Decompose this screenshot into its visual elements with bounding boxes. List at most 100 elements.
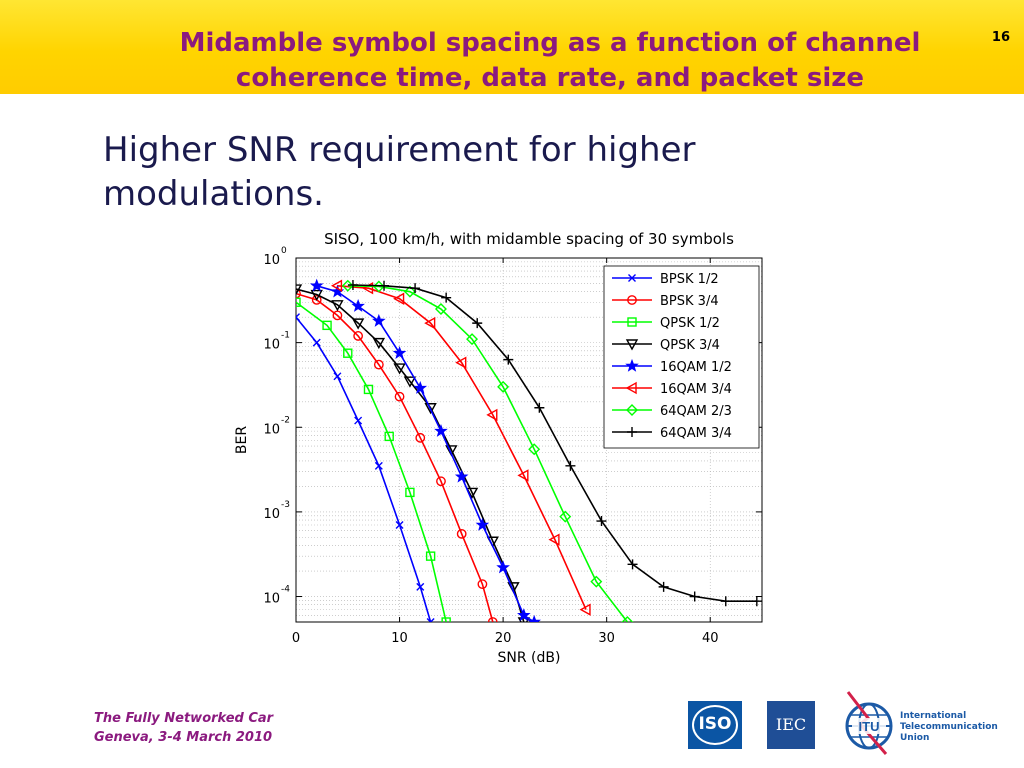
data-point bbox=[534, 402, 545, 413]
data-point bbox=[330, 279, 343, 292]
itu-name-line: Telecommunication bbox=[900, 722, 998, 732]
iso-logo: ISO bbox=[688, 701, 742, 749]
data-point bbox=[351, 298, 365, 312]
data-point bbox=[413, 380, 428, 394]
legend-item: BPSK 3/4 bbox=[612, 294, 719, 309]
plot-frame bbox=[295, 257, 763, 623]
legend-item: 64QAM 3/4 bbox=[612, 426, 732, 441]
series-line bbox=[296, 316, 432, 622]
data-point bbox=[477, 579, 488, 590]
data-point bbox=[415, 432, 426, 443]
y-axis-label: BER bbox=[234, 426, 250, 454]
data-point bbox=[559, 510, 572, 523]
data-point bbox=[374, 461, 383, 470]
data-point bbox=[405, 487, 415, 498]
y-tick-label: 10 bbox=[263, 507, 280, 522]
x-axis-label: SNR (dB) bbox=[498, 650, 561, 666]
data-point bbox=[373, 359, 384, 370]
data-point bbox=[393, 292, 405, 305]
series-bpsk-1-2 bbox=[296, 313, 435, 622]
data-point bbox=[296, 284, 303, 296]
series-line bbox=[347, 285, 629, 622]
series-line bbox=[296, 292, 494, 622]
data-point bbox=[503, 354, 514, 365]
data-point bbox=[517, 469, 529, 482]
data-point bbox=[354, 416, 363, 425]
x-tick-label: 30 bbox=[598, 631, 615, 646]
legend-item: BPSK 1/2 bbox=[612, 272, 719, 287]
chart-title: SISO, 100 km/h, with midamble spacing of… bbox=[324, 230, 734, 248]
data-point bbox=[436, 476, 446, 487]
data-point bbox=[528, 443, 541, 456]
data-point bbox=[392, 346, 407, 359]
series-line bbox=[296, 288, 525, 622]
series-64qam-2-3 bbox=[341, 279, 634, 622]
data-point bbox=[393, 363, 406, 375]
data-point bbox=[689, 591, 700, 602]
data-point bbox=[426, 618, 435, 622]
data-point bbox=[341, 279, 354, 292]
data-point bbox=[312, 338, 321, 347]
data-point bbox=[527, 614, 541, 622]
plot-series bbox=[296, 278, 762, 622]
legend-label: BPSK 3/4 bbox=[660, 294, 719, 309]
data-point bbox=[579, 603, 591, 616]
data-point bbox=[425, 551, 436, 561]
data-point bbox=[627, 559, 638, 570]
data-point bbox=[353, 331, 364, 341]
data-point bbox=[403, 376, 417, 388]
series-bpsk-3-4 bbox=[296, 288, 498, 622]
iso-logo-ring bbox=[692, 705, 738, 745]
x-tick-label: 10 bbox=[391, 631, 408, 646]
x-tick-label: 20 bbox=[495, 631, 512, 646]
footer-text: The Fully Networked Car Geneva, 3-4 Marc… bbox=[94, 709, 273, 747]
data-point bbox=[333, 372, 342, 381]
data-point bbox=[472, 318, 483, 329]
data-point bbox=[372, 337, 386, 350]
data-point bbox=[296, 297, 301, 307]
x-tick-label: 0 bbox=[292, 631, 300, 646]
y-tick-exponent: -2 bbox=[281, 415, 290, 425]
data-point bbox=[720, 596, 731, 607]
legend-marker bbox=[627, 427, 637, 437]
data-point bbox=[456, 528, 467, 539]
data-point bbox=[331, 300, 344, 312]
series-qpsk-1-2 bbox=[296, 297, 451, 622]
data-point bbox=[296, 288, 301, 299]
data-point bbox=[466, 333, 479, 346]
data-point bbox=[445, 445, 458, 457]
series-16qam-1-2 bbox=[309, 278, 541, 622]
legend-label: 64QAM 2/3 bbox=[660, 404, 732, 419]
footer-line1: The Fully Networked Car bbox=[94, 711, 274, 726]
data-point bbox=[621, 616, 634, 622]
y-tick-exponent: -3 bbox=[281, 500, 290, 510]
legend-label: 64QAM 3/4 bbox=[660, 426, 732, 441]
data-point bbox=[434, 302, 447, 315]
legend-marker bbox=[627, 295, 637, 305]
data-point bbox=[322, 320, 332, 331]
data-point bbox=[454, 469, 469, 483]
legend-marker bbox=[625, 358, 639, 372]
legend-item: QPSK 3/4 bbox=[612, 338, 720, 353]
data-point bbox=[434, 423, 448, 437]
data-point bbox=[424, 316, 436, 330]
y-tick-exponent: -1 bbox=[281, 331, 290, 341]
legend-marker bbox=[627, 317, 637, 327]
legend-label: 16QAM 3/4 bbox=[660, 382, 732, 397]
iso-logo-text: ISO bbox=[698, 714, 732, 734]
data-point bbox=[548, 533, 560, 546]
data-point bbox=[751, 596, 762, 607]
data-point bbox=[296, 313, 300, 322]
legend-marker bbox=[625, 381, 637, 395]
data-point bbox=[343, 348, 353, 358]
legend: BPSK 1/2 BPSK 3/4 QPSK 1/2 QPSK 3/4 16QAM 1/… bbox=[603, 265, 760, 449]
legend-item: QPSK 1/2 bbox=[612, 316, 720, 331]
slide-title: Midamble symbol spacing as a function of… bbox=[179, 28, 921, 93]
legend-marker bbox=[626, 404, 638, 416]
data-point bbox=[416, 582, 425, 591]
data-point bbox=[310, 289, 323, 301]
data-point bbox=[465, 487, 479, 499]
data-point bbox=[596, 516, 607, 527]
data-point bbox=[395, 521, 404, 529]
data-point bbox=[475, 517, 490, 531]
